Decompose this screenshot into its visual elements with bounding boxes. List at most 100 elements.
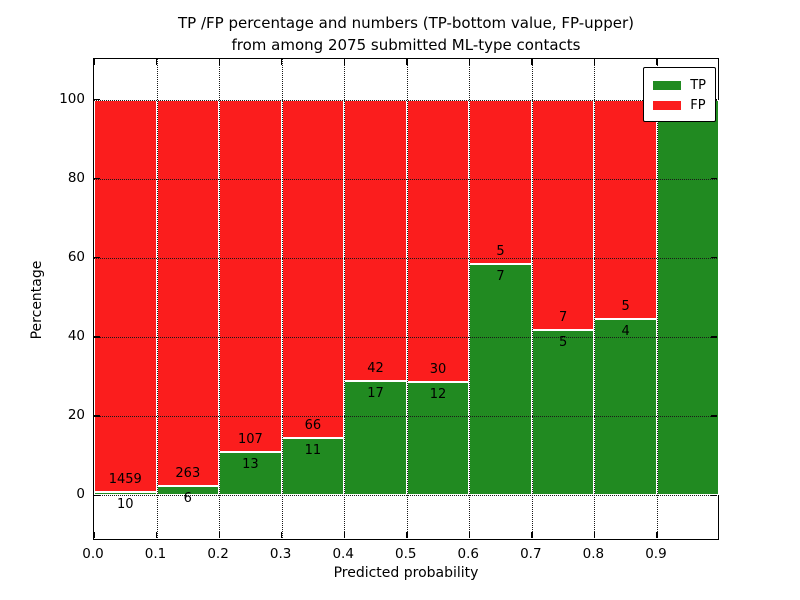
x-tick-top xyxy=(531,59,533,65)
tp-count-label: 10 xyxy=(117,497,134,513)
tp-count-label: 13 xyxy=(242,457,259,473)
x-gridline xyxy=(469,59,471,538)
x-tick-top xyxy=(218,59,220,65)
y-gridline xyxy=(94,336,717,338)
fp-bar-segment xyxy=(219,99,282,453)
x-tick-top xyxy=(468,59,471,65)
x-tick-label: 0.3 xyxy=(269,546,292,562)
fp-bar-segment xyxy=(406,99,470,382)
gridlines-layer xyxy=(94,59,717,538)
y-gridline xyxy=(94,99,717,101)
y-tick-left xyxy=(94,257,100,259)
fp-bar-segment xyxy=(469,99,532,265)
x-tick-label: 0.2 xyxy=(207,546,229,562)
y-tick-left xyxy=(94,494,100,496)
fp-bar-segment xyxy=(94,99,157,493)
legend: TP FP xyxy=(643,67,716,122)
y-gridline xyxy=(94,178,717,180)
y-axis-label: Percentage xyxy=(29,260,45,340)
x-axis-label: Predicted probability xyxy=(333,565,479,581)
y-tick-label: 20 xyxy=(67,406,85,423)
tp-count-label: 6 xyxy=(183,491,192,507)
tp-bar-segment xyxy=(469,264,532,495)
tp-bar-segment xyxy=(281,438,345,495)
legend-swatch-tp xyxy=(653,80,682,90)
legend-label-tp: TP xyxy=(690,77,706,93)
tp-count-label: 17 xyxy=(367,386,384,402)
x-tick-top xyxy=(343,59,345,65)
tp-count-label: 7 xyxy=(496,269,505,285)
y-gridline xyxy=(94,257,717,259)
tp-bar-segment xyxy=(219,452,282,495)
y-tick-label: 40 xyxy=(67,327,85,344)
chart-title-line1: TP /FP percentage and numbers (TP-bottom… xyxy=(178,14,634,32)
x-tick-label: 0.5 xyxy=(395,546,417,562)
x-tick-top xyxy=(281,59,283,65)
x-tick-bottom xyxy=(156,532,158,538)
x-tick-bottom xyxy=(93,532,95,538)
x-gridline xyxy=(531,59,533,538)
fp-count-label: 1459 xyxy=(108,472,142,488)
fp-count-label: 5 xyxy=(621,299,630,315)
y-tick-right xyxy=(711,178,717,180)
x-tick-label: 0.7 xyxy=(520,546,542,562)
tp-bar-segment xyxy=(531,330,595,495)
y-tick-left xyxy=(94,336,100,338)
x-tick-top xyxy=(656,59,658,65)
x-tick-top xyxy=(93,59,95,65)
legend-item-fp: FP xyxy=(653,95,706,115)
fp-count-label: 66 xyxy=(304,418,322,434)
x-gridline xyxy=(156,59,158,538)
fp-count-label: 7 xyxy=(558,310,568,326)
x-gridline xyxy=(344,59,346,538)
x-gridline xyxy=(594,59,596,538)
x-tick-label: 0.8 xyxy=(582,546,605,562)
bars-layer xyxy=(94,59,720,538)
x-tick-bottom xyxy=(281,532,283,538)
x-gridline xyxy=(219,59,221,538)
x-tick-bottom xyxy=(218,532,220,538)
x-tick-bottom xyxy=(531,532,533,538)
x-tick-bottom xyxy=(468,532,471,538)
x-tick-top xyxy=(406,59,408,65)
y-tick-label: 60 xyxy=(67,248,85,265)
fp-count-label: 263 xyxy=(175,466,201,482)
y-tick-left xyxy=(94,415,100,417)
y-tick-label: 80 xyxy=(67,169,85,186)
y-tick-right xyxy=(711,257,717,259)
x-tick-bottom xyxy=(656,532,658,538)
x-gridline xyxy=(406,59,408,538)
x-gridline xyxy=(656,59,658,538)
x-tick-top xyxy=(156,59,158,65)
legend-item-tp: TP xyxy=(653,75,706,95)
x-tick-bottom xyxy=(593,532,596,538)
x-tick-bottom xyxy=(406,532,408,538)
fp-count-label: 30 xyxy=(429,362,447,377)
x-tick-label: 0.4 xyxy=(332,546,354,562)
tp-count-label: 12 xyxy=(429,387,447,402)
tp-count-label: 4 xyxy=(621,324,630,340)
x-tick-label: 0.1 xyxy=(144,546,167,562)
chart-title-line2: from among 2075 submitted ML-type contac… xyxy=(231,36,581,54)
y-gridline xyxy=(94,495,717,496)
tp-count-label: 11 xyxy=(304,443,322,459)
legend-label-fp: FP xyxy=(690,97,706,113)
x-gridline xyxy=(281,59,283,538)
y-tick-left xyxy=(94,99,100,101)
y-tick-label: 0 xyxy=(76,486,85,502)
legend-swatch-fp xyxy=(653,100,682,110)
y-tick-label: 100 xyxy=(59,90,85,107)
x-tick-label: 0.9 xyxy=(645,546,667,562)
fp-count-label: 107 xyxy=(237,432,263,448)
fp-count-label: 5 xyxy=(496,244,505,260)
x-tick-top xyxy=(593,59,596,65)
y-tick-right xyxy=(711,336,717,338)
y-tick-right xyxy=(711,494,717,496)
x-tick-bottom xyxy=(343,532,345,538)
tp-count-label: 5 xyxy=(558,335,568,351)
fp-count-label: 42 xyxy=(367,361,384,377)
tp-bar-segment xyxy=(94,492,157,495)
y-tick-right xyxy=(711,415,717,417)
